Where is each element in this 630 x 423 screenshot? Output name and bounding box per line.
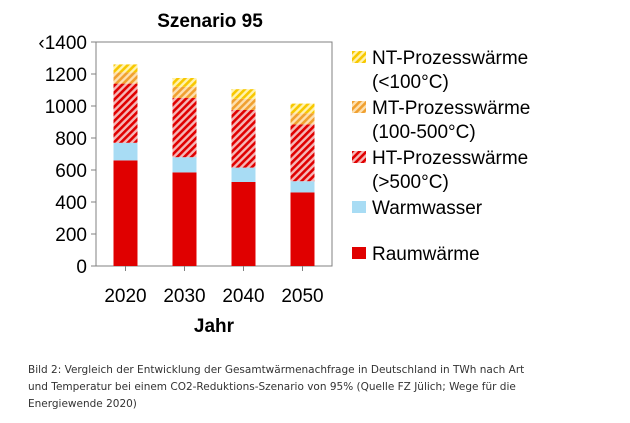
stacked-bar-chart: Szenario 95 0 200 400 600 800 1000 1200 ‹1400 2… <box>38 11 530 337</box>
legend-swatch <box>352 151 366 163</box>
y-tick-label: 1200 <box>45 65 87 86</box>
bar-segment <box>290 181 315 193</box>
y-tick-label: ‹1400 <box>38 33 87 54</box>
legend-label: (>500°C) <box>372 172 449 193</box>
chart-title: Szenario 95 <box>157 11 263 32</box>
plot-frame <box>95 41 333 267</box>
x-tick-label: 2050 <box>281 286 323 307</box>
y-tick-label: 400 <box>55 193 87 214</box>
legend-item: NT-Prozesswärme (<100°C) <box>352 48 528 93</box>
bar-segment <box>113 64 138 73</box>
legend: NT-Prozesswärme (<100°C) MT-Prozesswärme (1… <box>352 48 530 265</box>
bar-segment <box>290 113 315 125</box>
y-axis: 0 200 400 600 800 1000 1200 ‹1400 <box>38 33 96 278</box>
legend-label: (<100°C) <box>372 72 449 93</box>
bar-segment <box>172 86 197 98</box>
bar-segment <box>113 142 138 161</box>
bar-segment <box>231 110 256 168</box>
bar-segment <box>231 182 256 266</box>
bar-segment <box>290 124 315 182</box>
legend-swatch <box>352 51 366 63</box>
legend-item: MT-Prozesswärme (100-500°C) <box>352 98 530 143</box>
x-axis-label: Jahr <box>194 316 235 337</box>
bar-segment <box>113 72 138 84</box>
bar-segment <box>172 157 197 173</box>
x-axis: 2020 2030 2040 2050 <box>104 266 324 307</box>
bar-segment <box>113 160 138 266</box>
bar-segment <box>290 192 315 266</box>
caption-line: Energiewende 2020) <box>28 398 137 410</box>
bar-segment <box>172 172 197 266</box>
legend-swatch <box>352 201 366 213</box>
y-tick-label: 200 <box>55 225 87 246</box>
figure-caption: Bild 2: Vergleich der Entwicklung der Ge… <box>28 362 598 413</box>
legend-label: Warmwasser <box>372 198 483 219</box>
legend-swatch <box>352 101 366 113</box>
plot-area <box>95 41 333 267</box>
bar-segment <box>231 98 256 110</box>
x-tick-label: 2020 <box>104 286 146 307</box>
x-tick-label: 2030 <box>163 286 205 307</box>
bar-segment <box>172 98 197 158</box>
caption-line: und Temperatur bei einem CO2-Reduktions-… <box>28 381 516 393</box>
bar-segment <box>231 89 256 99</box>
legend-item: Warmwasser <box>352 198 483 219</box>
legend-swatch <box>352 247 366 259</box>
y-tick-label: 600 <box>55 161 87 182</box>
legend-item: HT-Prozesswärme (>500°C) <box>352 148 528 193</box>
bar-segment <box>113 83 138 143</box>
legend-label: (100-500°C) <box>372 122 476 143</box>
bars <box>113 64 315 266</box>
legend-label: NT-Prozesswärme <box>372 48 528 69</box>
caption-line: Bild 2: Vergleich der Entwicklung der Ge… <box>28 364 525 376</box>
bar-segment <box>231 167 256 182</box>
bar-segment <box>290 103 315 114</box>
bar-segment <box>172 78 197 87</box>
y-tick-label: 800 <box>55 129 87 150</box>
x-tick-label: 2040 <box>222 286 264 307</box>
y-tick-label: 1000 <box>45 97 87 118</box>
legend-label: HT-Prozesswärme <box>372 148 528 169</box>
legend-item: Raumwärme <box>352 244 480 265</box>
y-tick-label: 0 <box>76 257 87 278</box>
legend-label: Raumwärme <box>372 244 480 265</box>
legend-label: MT-Prozesswärme <box>372 98 530 119</box>
